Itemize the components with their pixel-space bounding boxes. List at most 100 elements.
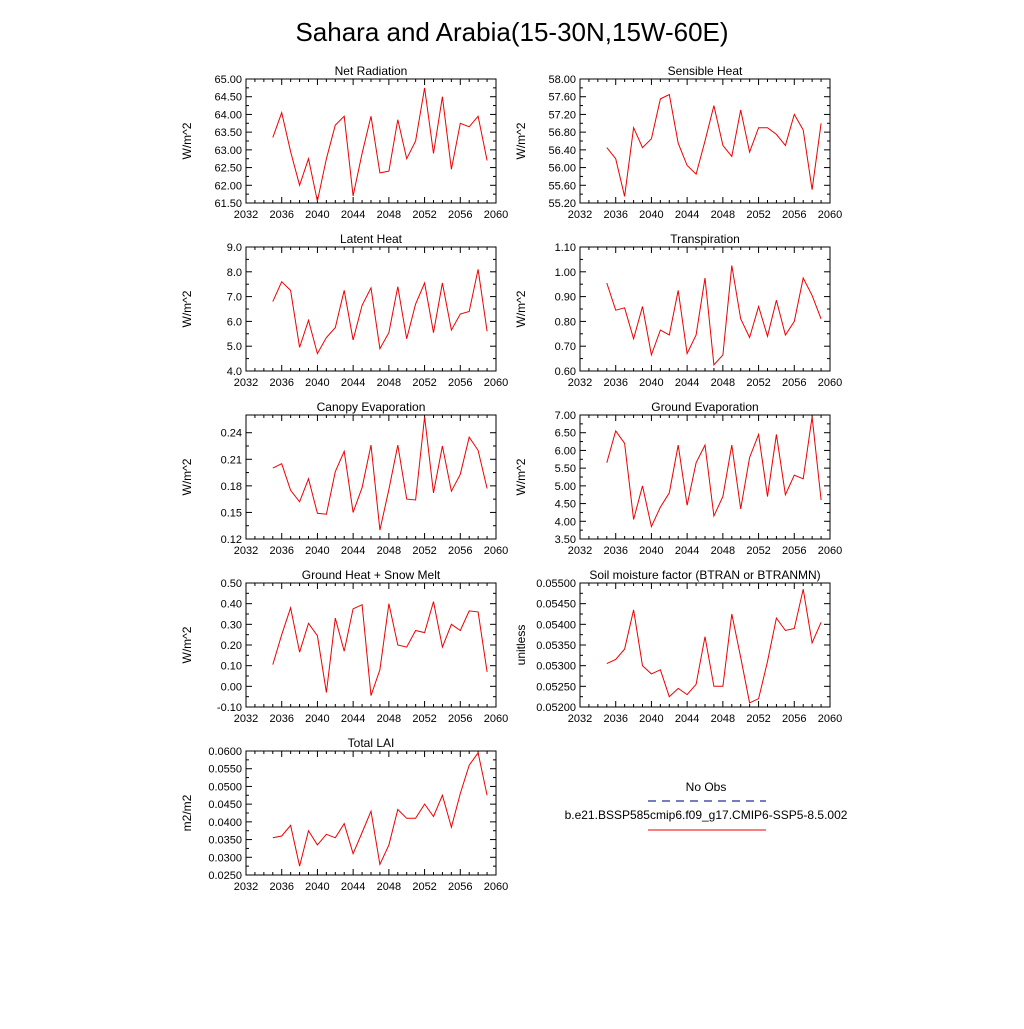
x-tick-label: 2044 [341, 377, 365, 389]
x-tick-label: 2044 [341, 209, 365, 221]
y-tick-label: 57.60 [548, 92, 576, 104]
y-axis-label: unitless [514, 625, 528, 666]
y-tick-label: 63.50 [214, 127, 242, 139]
y-tick-label: 7.0 [227, 292, 242, 304]
figure-title: Sahara and Arabia(15-30N,15W-60E) [295, 17, 728, 47]
x-tick-label: 2052 [746, 713, 770, 725]
x-tick-label: 2036 [269, 545, 293, 557]
y-tick-label: 0.20 [221, 640, 242, 652]
panel-4: Transpiration W/m^2 2032 2036 2040 2044 2048 20… [514, 232, 842, 389]
panel-frame [579, 246, 831, 372]
x-tick-label: 2044 [341, 713, 365, 725]
y-tick-label: 0.50 [221, 578, 242, 590]
x-tick-label: 2040 [305, 377, 329, 389]
y-tick-label: 6.00 [555, 445, 576, 457]
x-tick-label: 2032 [568, 377, 592, 389]
y-tick-label: 9.0 [227, 242, 242, 254]
y-tick-label: 0.21 [221, 454, 242, 466]
x-tick-label: 2060 [818, 377, 842, 389]
x-tick-label: 2036 [269, 377, 293, 389]
panel-title: Soil moisture factor (BTRAN or BTRANMN) [589, 568, 820, 582]
y-tick-label: 0.10 [221, 661, 242, 673]
x-tick-label: 2056 [782, 713, 806, 725]
y-tick-label: 6.0 [227, 316, 242, 328]
panel-8: Soil moisture factor (BTRAN or BTRANMN) u… [514, 568, 842, 725]
y-tick-label: 64.00 [214, 109, 242, 121]
y-tick-label: 0.0600 [208, 746, 242, 758]
x-tick-label: 2040 [305, 881, 329, 893]
y-tick-label: 55.20 [548, 198, 576, 210]
x-tick-label: 2040 [639, 713, 663, 725]
panel-title: Net Radiation [335, 64, 408, 78]
panel-frame [579, 582, 831, 708]
x-tick-label: 2048 [377, 881, 401, 893]
y-tick-label: 0.60 [555, 366, 576, 378]
y-tick-label: 0.0500 [208, 781, 242, 793]
y-tick-label: 0.15 [221, 507, 242, 519]
x-tick-label: 2060 [818, 713, 842, 725]
x-tick-label: 2036 [603, 713, 627, 725]
panel-frame [245, 246, 497, 372]
y-axis-label: W/m^2 [514, 458, 528, 495]
x-tick-label: 2060 [484, 545, 508, 557]
x-tick-label: 2052 [412, 209, 436, 221]
panel-title: Ground Heat + Snow Melt [302, 568, 441, 582]
x-tick-label: 2036 [269, 713, 293, 725]
y-tick-label: 4.50 [555, 499, 576, 511]
x-tick-label: 2044 [341, 545, 365, 557]
y-axis-label: W/m^2 [180, 122, 194, 159]
panel-title: Total LAI [348, 736, 395, 750]
y-tick-label: 64.50 [214, 92, 242, 104]
y-tick-label: 0.40 [221, 599, 242, 611]
y-tick-label: 57.20 [548, 109, 576, 121]
x-tick-label: 2052 [746, 545, 770, 557]
legend-model-label: b.e21.BSSP585cmip6.f09_g17.CMIP6-SSP5-8.… [565, 808, 848, 822]
x-tick-label: 2056 [448, 881, 472, 893]
x-tick-label: 2052 [412, 377, 436, 389]
y-axis-label: W/m^2 [180, 458, 194, 495]
y-tick-label: 0.0250 [208, 870, 242, 882]
x-tick-label: 2044 [341, 881, 365, 893]
x-tick-label: 2040 [305, 545, 329, 557]
y-tick-label: 4.00 [555, 516, 576, 528]
y-tick-label: 0.12 [221, 534, 242, 546]
y-tick-label: 56.40 [548, 145, 576, 157]
x-tick-label: 2032 [568, 209, 592, 221]
x-tick-label: 2032 [234, 209, 258, 221]
series-line [272, 416, 488, 531]
series-line [606, 416, 822, 529]
y-tick-label: 1.00 [555, 267, 576, 279]
y-tick-label: 0.0450 [208, 799, 242, 811]
x-tick-label: 2048 [377, 209, 401, 221]
y-axis-label: W/m^2 [180, 626, 194, 663]
x-tick-label: 2048 [711, 713, 735, 725]
y-axis-label: W/m^2 [180, 290, 194, 327]
y-tick-label: 0.05200 [536, 702, 576, 714]
x-tick-label: 2032 [234, 545, 258, 557]
y-tick-label: 65.00 [214, 74, 242, 86]
y-tick-label: 56.00 [548, 163, 576, 175]
y-tick-label: 8.0 [227, 267, 242, 279]
y-tick-label: 0.05450 [536, 599, 576, 611]
x-tick-label: 2056 [782, 545, 806, 557]
y-tick-label: 4.0 [227, 366, 242, 378]
x-tick-label: 2060 [484, 713, 508, 725]
y-tick-label: 6.50 [555, 428, 576, 440]
x-tick-label: 2048 [711, 377, 735, 389]
y-tick-label: 0.05300 [536, 661, 576, 673]
panel-6: Ground Evaporation W/m^2 2032 2036 2040 2044 2… [514, 400, 842, 557]
x-tick-label: 2060 [818, 209, 842, 221]
panel-title: Ground Evaporation [651, 400, 758, 414]
y-tick-label: 5.00 [555, 481, 576, 493]
y-tick-label: 5.0 [227, 341, 242, 353]
x-tick-label: 2040 [639, 377, 663, 389]
x-tick-label: 2052 [746, 209, 770, 221]
y-tick-label: 3.50 [555, 534, 576, 546]
y-tick-label: 0.0300 [208, 852, 242, 864]
x-tick-label: 2040 [639, 209, 663, 221]
x-tick-label: 2048 [711, 545, 735, 557]
x-tick-label: 2056 [448, 377, 472, 389]
x-tick-label: 2060 [484, 881, 508, 893]
x-tick-label: 2040 [305, 209, 329, 221]
